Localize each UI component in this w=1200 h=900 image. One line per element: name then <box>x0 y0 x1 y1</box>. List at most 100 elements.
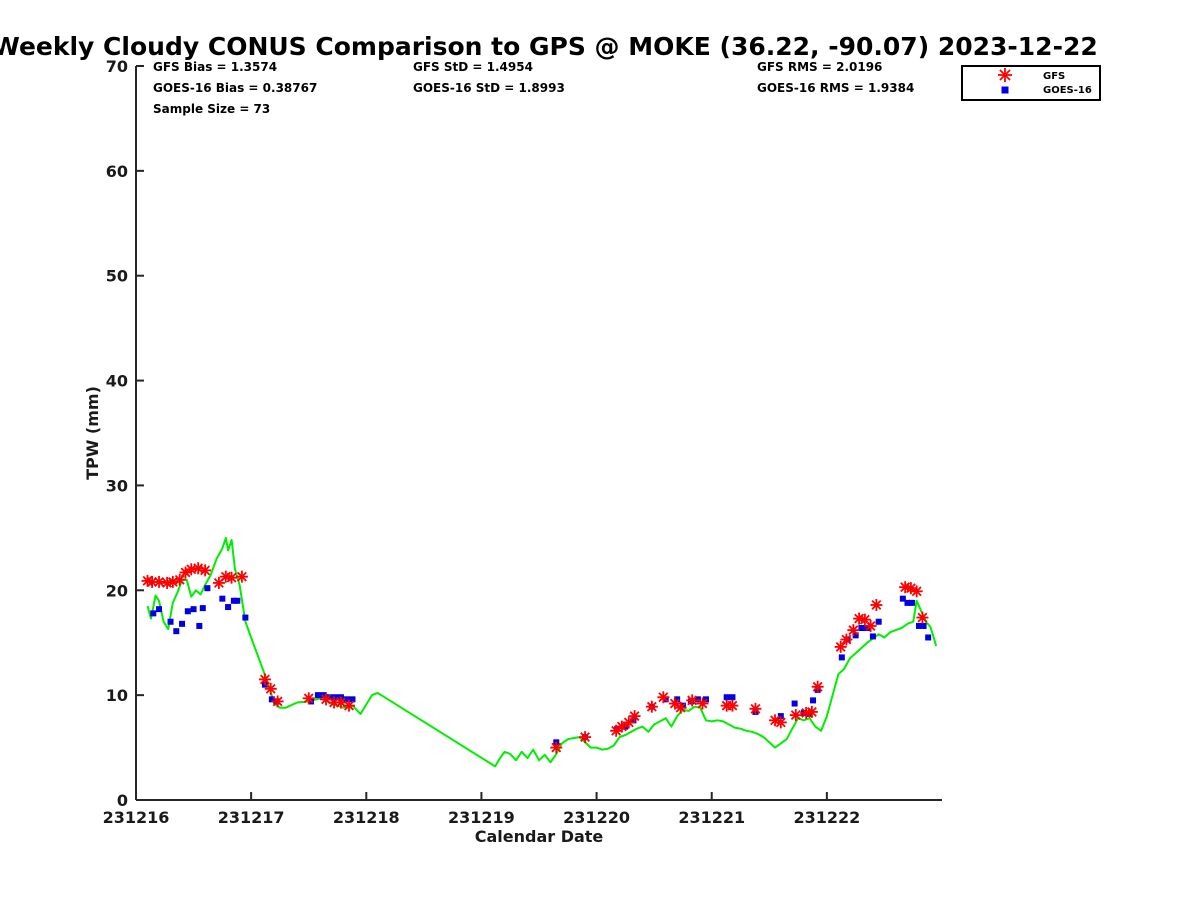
goes16-point <box>234 597 241 604</box>
y-tick-label: 40 <box>106 372 128 391</box>
gfs-point <box>258 673 271 686</box>
gfs-point <box>668 697 681 710</box>
gfs-point <box>674 701 687 714</box>
goes16-rms-stat: GOES-16 RMS = 1.9384 <box>757 81 914 95</box>
legend-goes16-label: GOES-16 <box>1043 85 1092 96</box>
gfs-point <box>696 697 709 710</box>
goes16-point <box>314 692 321 699</box>
goes16-point <box>150 610 157 617</box>
goes16-point <box>242 614 249 621</box>
goes16-point <box>852 632 859 639</box>
legend-gfs-asterisk <box>998 68 1012 82</box>
goes16-point <box>332 694 339 701</box>
y-tick-label: 0 <box>117 791 128 810</box>
sample-size-stat: Sample Size = 73 <box>153 102 270 116</box>
x-tick-label: 231218 <box>333 808 400 827</box>
y-tick-label: 70 <box>106 57 128 76</box>
gfs-point <box>153 575 166 588</box>
chart-title: Weekly Cloudy CONUS Comparison to GPS @ … <box>0 32 1098 61</box>
gfs-point <box>805 705 818 718</box>
goes16-point <box>920 622 927 629</box>
gfs-point <box>343 699 356 712</box>
gfs-point <box>789 709 802 722</box>
goes16-point <box>694 696 701 703</box>
gfs-point <box>864 619 877 632</box>
goes16-point <box>230 597 237 604</box>
x-tick-label: 231219 <box>448 808 515 827</box>
axes: 0 10 20 30 40 50 60 70 231216 231217 231218 231219 2… <box>103 57 942 827</box>
goes16-point <box>777 713 784 720</box>
gfs-point <box>199 564 212 577</box>
goes16-point <box>791 700 798 707</box>
goes16-point <box>674 696 681 703</box>
goes16-point <box>173 628 180 635</box>
gfs-point <box>271 695 284 708</box>
gfs-point <box>916 611 929 624</box>
goes16-point <box>925 634 932 641</box>
gfs-point <box>264 682 277 695</box>
legend-goes16-square <box>1001 86 1009 94</box>
gfs-std-stat: GFS StD = 1.4954 <box>413 60 533 74</box>
goes16-point <box>899 595 906 602</box>
goes16-std-stat: GOES-16 StD = 1.8993 <box>413 81 565 95</box>
gfs-point <box>645 700 658 713</box>
y-tick-label: 20 <box>106 581 128 600</box>
y-tick-label: 60 <box>106 162 128 181</box>
gfs-point <box>749 702 762 715</box>
x-tick-label: 231222 <box>793 808 860 827</box>
gfs-point <box>686 694 699 707</box>
plot-area <box>141 536 938 768</box>
gfs-bias-stat: GFS Bias = 1.3574 <box>153 60 277 74</box>
goes16-point <box>199 605 206 612</box>
gfs-point <box>726 699 739 712</box>
goes16-point <box>326 694 333 701</box>
gfs-point <box>910 585 923 598</box>
goes16-point <box>723 694 730 701</box>
gfs-point <box>615 720 628 733</box>
gfs-point <box>811 680 824 693</box>
gfs-rms-stat: GFS RMS = 2.0196 <box>757 60 882 74</box>
gfs-point <box>870 598 883 611</box>
goes16-point <box>268 696 275 703</box>
gfs-point <box>302 692 315 705</box>
gfs-point <box>847 624 860 637</box>
gfs-point <box>840 633 853 646</box>
x-tick-label: 231216 <box>103 808 170 827</box>
goes16-point <box>343 696 350 703</box>
goes16-point <box>810 697 817 704</box>
goes16-point <box>196 622 203 629</box>
goes16-point <box>190 606 197 613</box>
y-tick-label: 10 <box>106 686 128 705</box>
gfs-point <box>173 573 186 586</box>
goes16-point <box>156 606 163 613</box>
gfs-point <box>774 716 787 729</box>
x-tick-label: 231220 <box>563 808 630 827</box>
gfs-point <box>579 731 592 744</box>
legend-goes16-marker <box>1001 86 1009 94</box>
goes16-point <box>858 625 865 632</box>
goes16-point <box>320 692 327 699</box>
gfs-point <box>235 570 248 583</box>
gfs-point <box>185 563 198 576</box>
goes16-point <box>219 595 226 602</box>
goes16-point <box>915 622 922 629</box>
gfs-point <box>657 691 670 704</box>
goes16-point <box>167 618 174 625</box>
x-tick-label: 231217 <box>218 808 285 827</box>
goes16-point <box>349 696 356 703</box>
gfs-point <box>834 640 847 653</box>
gfs-point <box>225 571 238 584</box>
goes16-point <box>204 585 211 592</box>
legend-gfs-label: GFS <box>1043 71 1065 82</box>
y-tick-label: 30 <box>106 476 128 495</box>
y-tick-label: 50 <box>106 267 128 286</box>
legend: GFS GOES-16 <box>961 65 1101 101</box>
goes16-point <box>864 625 871 632</box>
goes16-point <box>838 654 845 661</box>
goes16-point <box>904 599 911 606</box>
goes16-point <box>630 717 637 724</box>
goes16-point <box>869 633 876 640</box>
goes16-point <box>729 694 736 701</box>
goes16-point <box>225 604 232 611</box>
